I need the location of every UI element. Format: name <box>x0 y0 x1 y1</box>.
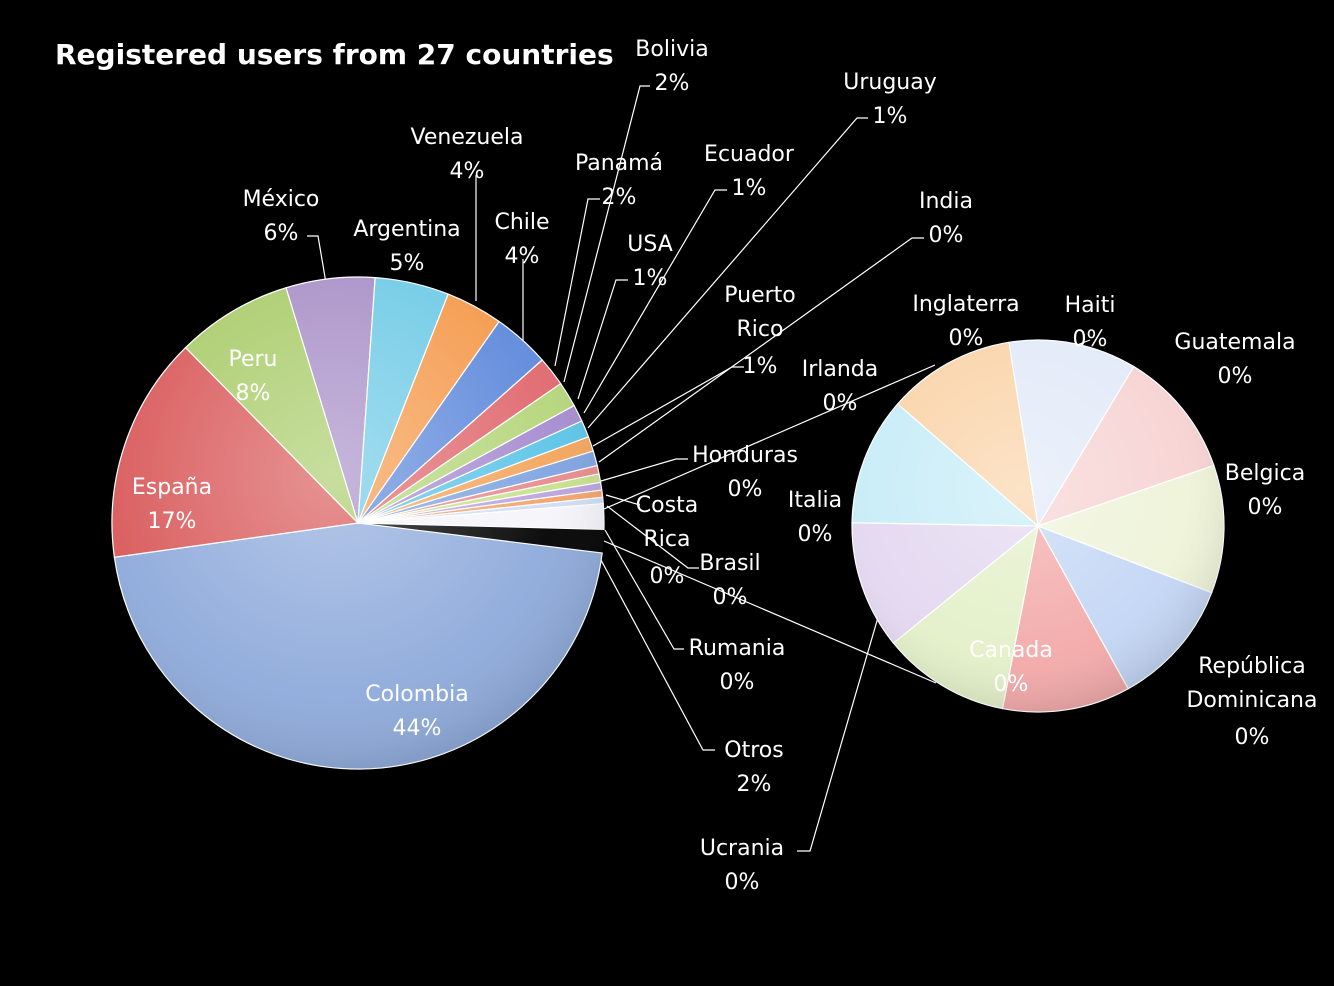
main-mexico-label: México <box>243 187 320 212</box>
main-uruguay-label: Uruguay <box>843 70 937 95</box>
secondary-haiti-value-label: 0% <box>1073 327 1108 352</box>
main-brasil-label: Brasil <box>699 551 760 576</box>
main-chile-value-label: 4% <box>505 244 540 269</box>
main-venezuela-label: Venezuela <box>411 125 524 150</box>
main-puerto-rico-value-label: 1% <box>743 354 778 379</box>
secondary-ucrania-leader-line <box>797 582 889 852</box>
main-colombia-value-label: 44% <box>393 716 442 741</box>
chart-title: Registered users from 27 countries <box>55 38 614 71</box>
main-usa-label: USA <box>627 232 673 257</box>
secondary-guatemala-value-label: 0% <box>1218 364 1253 389</box>
secondary-haiti-label: Haiti <box>1065 293 1116 318</box>
main-rumania-label: Rumania <box>689 636 786 661</box>
main-puerto-rico-label: Rico <box>737 317 784 342</box>
main-rumania-leader-line <box>604 529 684 650</box>
secondary-italia-value-label: 0% <box>798 522 833 547</box>
secondary-guatemala-label: Guatemala <box>1174 330 1295 355</box>
main-costa-rica-leader-line <box>605 494 641 506</box>
secondary-republica-dominicana-value-label: 0% <box>1235 725 1270 750</box>
main-otros-leader-line <box>600 559 715 751</box>
main-colombia-label: Colombia <box>365 682 468 707</box>
main-argentina-label: Argentina <box>353 217 460 242</box>
main-rumania-value-label: 0% <box>720 670 755 695</box>
secondary-canada-label: Canada <box>969 638 1053 663</box>
main-mexico-value-label: 6% <box>264 221 299 246</box>
secondary-italia-label: Italia <box>788 488 842 513</box>
main-uruguay-value-label: 1% <box>873 104 908 129</box>
main-uruguay-leader-line <box>587 117 868 429</box>
slice-colombia <box>113 522 603 770</box>
main-venezuela-value-label: 4% <box>450 159 485 184</box>
secondary-belgica-label: Belgica <box>1225 461 1305 486</box>
secondary-inglaterra-label: Inglaterra <box>912 292 1019 317</box>
main-brasil-leader-line <box>606 505 699 569</box>
main-peru-label: Peru <box>228 347 277 372</box>
secondary-republica-dominicana-label: República <box>1198 654 1306 679</box>
main-bolivia-value-label: 2% <box>655 71 690 96</box>
main-espana-value-label: 17% <box>148 509 197 534</box>
main-honduras-value-label: 0% <box>728 477 763 502</box>
main-brasil-value-label: 0% <box>713 585 748 610</box>
main-india-label: India <box>919 189 973 214</box>
secondary-inglaterra-value-label: 0% <box>949 326 984 351</box>
main-costa-rica-label: Costa <box>636 493 698 518</box>
main-honduras-label: Honduras <box>692 443 798 468</box>
main-otros-label: Otros <box>724 738 783 763</box>
main-india-leader-line <box>598 237 924 463</box>
main-panama-leader-line <box>554 198 600 367</box>
main-honduras-leader-line <box>600 458 688 482</box>
main-espana-label: España <box>132 475 212 500</box>
main-panama-label: Panamá <box>575 151 663 176</box>
main-mexico-leader-line <box>307 235 327 284</box>
main-chile-label: Chile <box>494 210 549 235</box>
main-costa-rica-value-label: 0% <box>650 564 685 589</box>
main-panama-value-label: 2% <box>602 185 637 210</box>
main-puerto-rico-leader-line <box>592 366 744 447</box>
main-otros-value-label: 2% <box>737 772 772 797</box>
main-bolivia-label: Bolivia <box>635 37 708 62</box>
main-peru-value-label: 8% <box>236 381 271 406</box>
secondary-republica-dominicana-label: Dominicana <box>1186 688 1317 713</box>
main-argentina-value-label: 5% <box>390 251 425 276</box>
main-usa-value-label: 1% <box>633 266 668 291</box>
secondary-ucrania-label: Ucrania <box>700 836 784 861</box>
main-costa-rica-label: Rica <box>644 527 691 552</box>
secondary-irlanda-label: Irlanda <box>802 357 879 382</box>
secondary-ucrania-value-label: 0% <box>725 870 760 895</box>
main-ecuador-label: Ecuador <box>704 142 795 167</box>
main-puerto-rico-label: Puerto <box>724 283 796 308</box>
secondary-belgica-value-label: 0% <box>1248 495 1283 520</box>
secondary-canada-value-label: 0% <box>994 672 1029 697</box>
main-ecuador-value-label: 1% <box>732 176 767 201</box>
secondary-irlanda-value-label: 0% <box>823 391 858 416</box>
main-ecuador-leader-line <box>583 189 727 414</box>
main-india-value-label: 0% <box>929 223 964 248</box>
